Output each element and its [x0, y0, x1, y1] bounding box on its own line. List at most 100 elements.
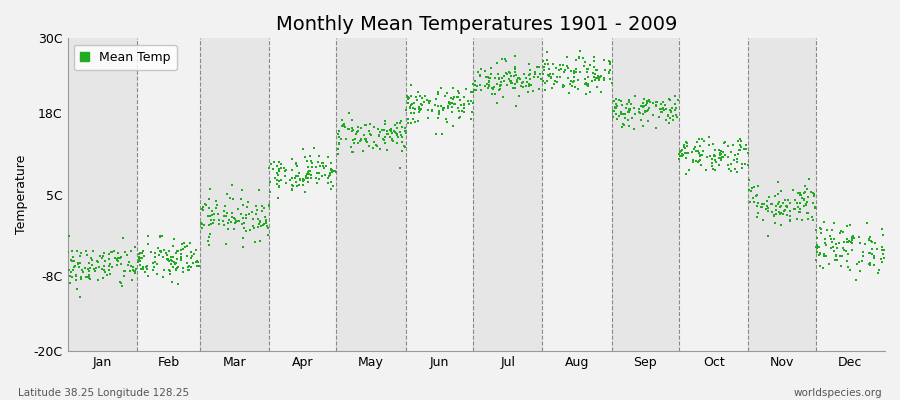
Point [655, 106, 670, 112]
Point [554, 66, 568, 72]
Point [354, 136, 368, 142]
Point [632, 109, 646, 116]
Point [695, 136, 709, 142]
Point [665, 113, 680, 120]
Point [585, 78, 599, 84]
Point [234, 196, 248, 203]
Point [641, 118, 655, 124]
Point [522, 61, 536, 67]
Point [622, 109, 636, 115]
Point [402, 94, 417, 101]
Point [478, 68, 492, 74]
Point [522, 72, 536, 78]
Point [832, 253, 847, 259]
Point [452, 90, 466, 96]
Point [670, 96, 685, 103]
Point [291, 173, 305, 180]
Point [104, 249, 119, 256]
Point [112, 258, 126, 264]
Point [523, 75, 537, 82]
Point [132, 250, 147, 256]
Point [771, 199, 786, 205]
Point [421, 98, 436, 105]
Point [485, 85, 500, 92]
Point [755, 201, 770, 207]
Point [192, 263, 206, 269]
Point [674, 151, 688, 157]
Point [228, 216, 242, 223]
Point [814, 226, 828, 232]
Point [385, 136, 400, 142]
Point [580, 81, 595, 87]
Point [474, 66, 489, 72]
Point [602, 70, 616, 76]
Point [217, 208, 231, 214]
Point [706, 153, 721, 159]
Point [390, 120, 404, 126]
Point [302, 164, 316, 170]
Point [832, 230, 847, 236]
Point [395, 139, 410, 145]
Point [160, 257, 175, 263]
Point [649, 103, 663, 110]
Point [597, 57, 611, 63]
Point [675, 147, 689, 153]
Point [583, 62, 598, 68]
Point [536, 58, 550, 64]
Point [707, 152, 722, 158]
Point [643, 99, 657, 106]
Point [70, 286, 85, 293]
Point [462, 101, 476, 107]
Point [202, 222, 216, 228]
Point [668, 107, 682, 114]
Point [637, 96, 652, 102]
Point [876, 226, 890, 232]
Point [788, 196, 802, 203]
Point [272, 166, 286, 172]
Point [351, 123, 365, 130]
Point [132, 250, 147, 257]
Point [692, 136, 706, 142]
Point [724, 161, 738, 168]
Point [176, 246, 190, 253]
Bar [543, 38, 612, 351]
Point [799, 201, 814, 208]
Point [372, 133, 386, 140]
Point [603, 76, 617, 82]
Point [403, 120, 418, 127]
Point [453, 114, 467, 120]
Text: worldspecies.org: worldspecies.org [794, 388, 882, 398]
Point [274, 165, 288, 172]
Point [102, 250, 116, 257]
Point [795, 195, 809, 201]
Point [319, 171, 333, 178]
Point [792, 200, 806, 206]
Point [221, 225, 236, 232]
Point [518, 83, 533, 90]
Point [517, 71, 531, 77]
Point [277, 165, 292, 171]
Point [269, 181, 284, 188]
Point [272, 184, 286, 191]
Point [572, 76, 586, 83]
Point [322, 171, 337, 177]
Point [404, 81, 419, 88]
Point [772, 209, 787, 216]
Point [770, 200, 785, 207]
Point [323, 170, 338, 176]
Point [461, 98, 475, 104]
Bar [269, 38, 337, 351]
Point [864, 246, 878, 252]
Point [440, 90, 454, 96]
Point [417, 99, 431, 105]
Point [843, 266, 858, 273]
Point [422, 100, 436, 106]
Point [562, 90, 576, 96]
Point [510, 76, 525, 83]
Point [492, 75, 507, 81]
Point [440, 119, 454, 125]
Point [230, 218, 245, 224]
Point [394, 124, 409, 130]
Point [502, 69, 517, 76]
Point [706, 162, 720, 169]
